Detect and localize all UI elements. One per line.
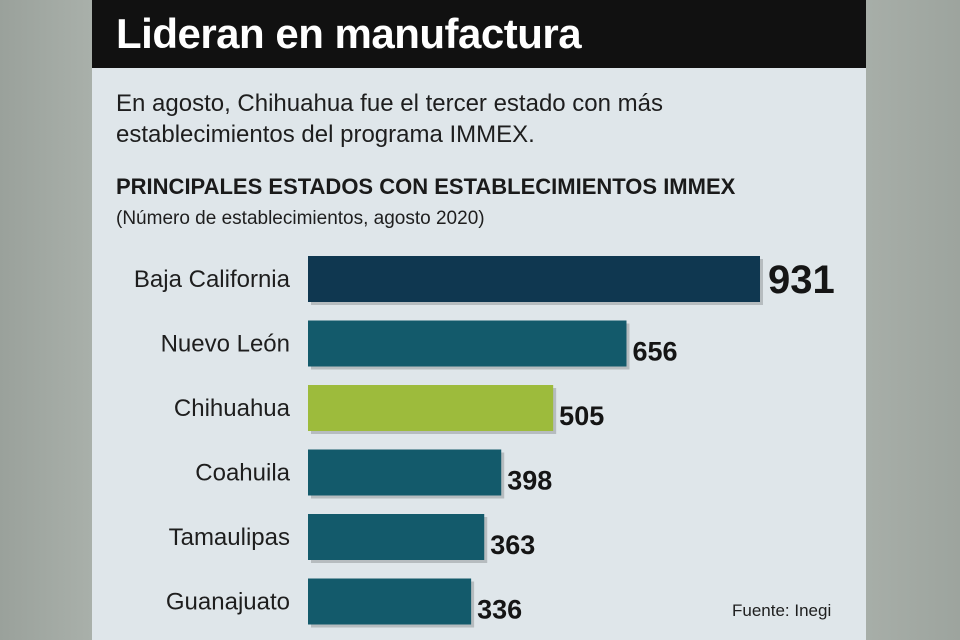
category-label: Guanajuato xyxy=(166,589,290,616)
page-subtitle: En agosto, Chihuahua fue el tercer estad… xyxy=(116,90,664,148)
value-label: 931 xyxy=(768,258,835,302)
bar-guanajuato xyxy=(308,578,472,625)
page-title: Lideran en manufactura xyxy=(116,10,582,57)
category-label: Baja California xyxy=(134,266,291,293)
background-left xyxy=(0,0,92,640)
value-label: 505 xyxy=(559,401,604,431)
category-label: Coahuila xyxy=(195,460,290,487)
background-right xyxy=(866,0,960,640)
bar-coahuila xyxy=(308,449,502,496)
value-label: 398 xyxy=(507,466,552,496)
title-bar: Lideran en manufactura xyxy=(92,0,866,68)
bar-chihuahua xyxy=(308,385,554,431)
bar-tamaulipas xyxy=(308,514,485,560)
bar-baja-california xyxy=(308,256,760,302)
value-label: 656 xyxy=(632,337,677,367)
chart-title: PRINCIPALES ESTADOS CON ESTABLECIMIENTOS… xyxy=(116,174,736,199)
category-label: Tamaulipas xyxy=(169,524,290,551)
bar-chart: Baja California 931 Nuevo León 656 Chihuahua… xyxy=(134,256,835,628)
infographic-card: Lideran en manufactura En agosto, Chihua… xyxy=(92,0,866,640)
source-note: Fuente: Inegi xyxy=(732,601,832,620)
category-label: Chihuahua xyxy=(174,395,291,422)
value-label: 336 xyxy=(477,595,522,625)
bar-nuevo-le-n xyxy=(308,320,627,367)
value-label: 363 xyxy=(490,530,535,560)
category-label: Nuevo León xyxy=(161,331,290,358)
chart-subtitle: (Número de establecimientos, agosto 2020… xyxy=(116,208,485,229)
